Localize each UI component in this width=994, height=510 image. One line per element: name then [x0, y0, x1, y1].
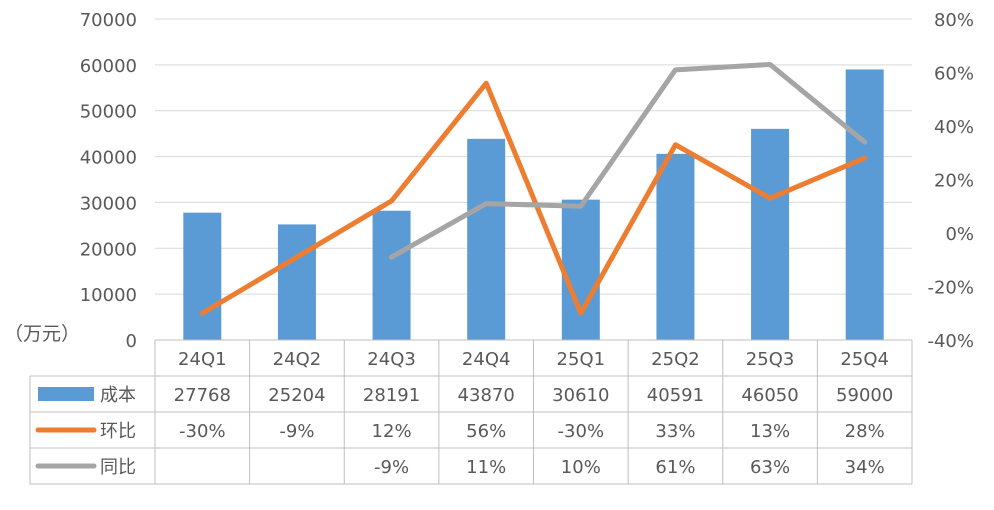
category-label: 25Q2 [651, 349, 700, 370]
unit-label: （万元） [4, 323, 80, 345]
right-tick-label: -40% [927, 331, 974, 352]
bar [277, 224, 316, 340]
gridlines [155, 18, 912, 295]
table-cell: 34% [845, 457, 885, 478]
legend-label: 同比 [100, 457, 136, 478]
table-cell: -9% [279, 421, 314, 442]
left-axis-ticks: 0 10000 20000 30000 40000 50000 60000 70000 [80, 10, 137, 352]
bar [183, 212, 222, 340]
category-label: 24Q4 [462, 349, 511, 370]
bar [372, 210, 411, 340]
table-cell: -30% [558, 421, 605, 442]
right-tick-label: 40% [934, 117, 974, 138]
series-line [199, 80, 868, 316]
table-cell: 25204 [268, 385, 325, 406]
table-cell: 40591 [647, 385, 704, 406]
category-label: 24Q3 [367, 349, 416, 370]
right-tick-label: 20% [934, 171, 974, 192]
table-cell: 43870 [458, 385, 515, 406]
table-cell: 59000 [836, 385, 893, 406]
legend-label: 成本 [100, 385, 136, 406]
bar [656, 153, 695, 340]
data-table: 24Q1 24Q2 24Q3 24Q4 25Q1 25Q2 25Q3 25Q4 成本 27768 2… [29, 339, 913, 485]
table-cell: 63% [750, 457, 790, 478]
table-cell: 13% [750, 421, 790, 442]
bar [751, 128, 790, 340]
category-label: 25Q4 [840, 349, 889, 370]
right-tick-label: -20% [927, 278, 974, 299]
left-tick-label: 0 [126, 331, 137, 352]
table-cell: 33% [655, 421, 695, 442]
table-cell: 30610 [552, 385, 609, 406]
left-tick-label: 10000 [80, 285, 137, 306]
right-axis-ticks: -40% -20% 0% 20% 40% 60% 80% [927, 10, 974, 352]
line-series [199, 61, 868, 316]
bar [845, 69, 884, 340]
table-cell: 28% [845, 421, 885, 442]
series-line [389, 61, 868, 260]
right-tick-label: 80% [934, 10, 974, 31]
category-label: 25Q1 [557, 349, 606, 370]
table-cell: -30% [179, 421, 226, 442]
left-tick-label: 20000 [80, 239, 137, 260]
left-tick-label: 60000 [80, 56, 137, 77]
category-label: 24Q1 [178, 349, 227, 370]
table-cell: -9% [374, 457, 409, 478]
left-tick-label: 50000 [80, 102, 137, 123]
legend-key [38, 387, 94, 401]
table-cell: 27768 [174, 385, 231, 406]
category-label: 25Q3 [746, 349, 795, 370]
left-tick-label: 70000 [80, 10, 137, 31]
category-label: 24Q2 [273, 349, 322, 370]
right-tick-label: 60% [934, 64, 974, 85]
table-cell: 56% [466, 421, 506, 442]
bar [467, 138, 506, 340]
bar [561, 199, 600, 340]
table-cell: 12% [372, 421, 412, 442]
table-cell: 10% [561, 457, 601, 478]
bar-series [183, 69, 884, 340]
right-tick-label: 0% [945, 224, 974, 245]
legend-label: 环比 [100, 421, 136, 442]
table-cell: 61% [655, 457, 695, 478]
table-cell: 11% [466, 457, 506, 478]
left-tick-label: 40000 [80, 148, 137, 169]
table-cell: 46050 [741, 385, 798, 406]
left-tick-label: 30000 [80, 193, 137, 214]
table-cell: 28191 [363, 385, 420, 406]
